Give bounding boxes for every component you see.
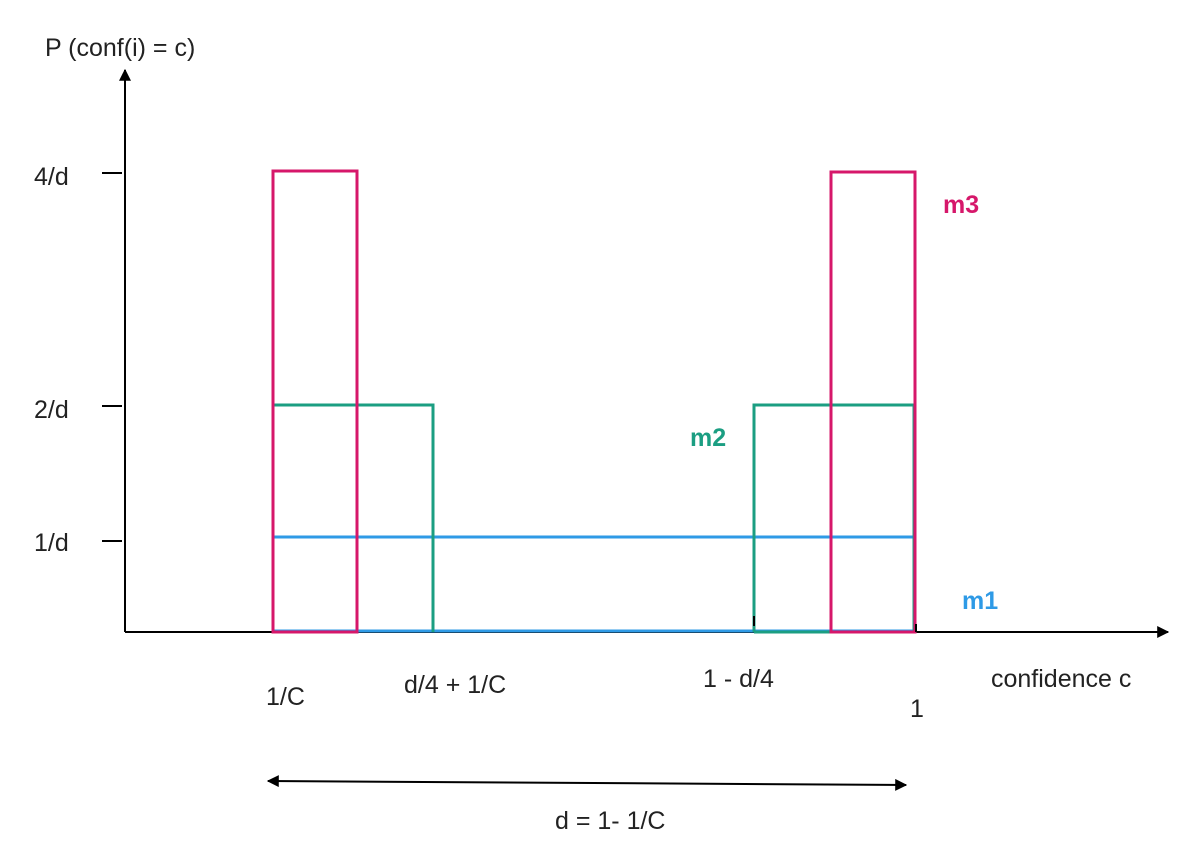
x-tick-label-1: 1 bbox=[910, 695, 924, 723]
series-m1-shape bbox=[273, 535, 916, 633]
y-tick-label-2d: 2/d bbox=[34, 396, 69, 424]
x-tick-label-d4-plus-1-over-c: d/4 + 1/C bbox=[404, 671, 506, 699]
series-label-m3: m3 bbox=[943, 191, 979, 219]
span-label: d = 1- 1/C bbox=[555, 807, 665, 835]
y-tick-label-4d: 4/d bbox=[34, 163, 69, 191]
series-label-m1: m1 bbox=[962, 587, 998, 615]
series-label-m2: m2 bbox=[690, 424, 726, 452]
x-axis-title: confidence c bbox=[991, 665, 1131, 693]
x-tick-label-1-over-c: 1/C bbox=[266, 683, 305, 711]
series-m3-shape bbox=[271, 169, 917, 634]
x-tick-label-1-minus-d4: 1 - d/4 bbox=[703, 665, 774, 693]
y-tick-label-1d: 1/d bbox=[34, 529, 69, 557]
y-axis-title: P (conf(i) = c) bbox=[45, 34, 195, 62]
series-m2-shape bbox=[271, 403, 916, 634]
span-arrow bbox=[266, 775, 908, 791]
